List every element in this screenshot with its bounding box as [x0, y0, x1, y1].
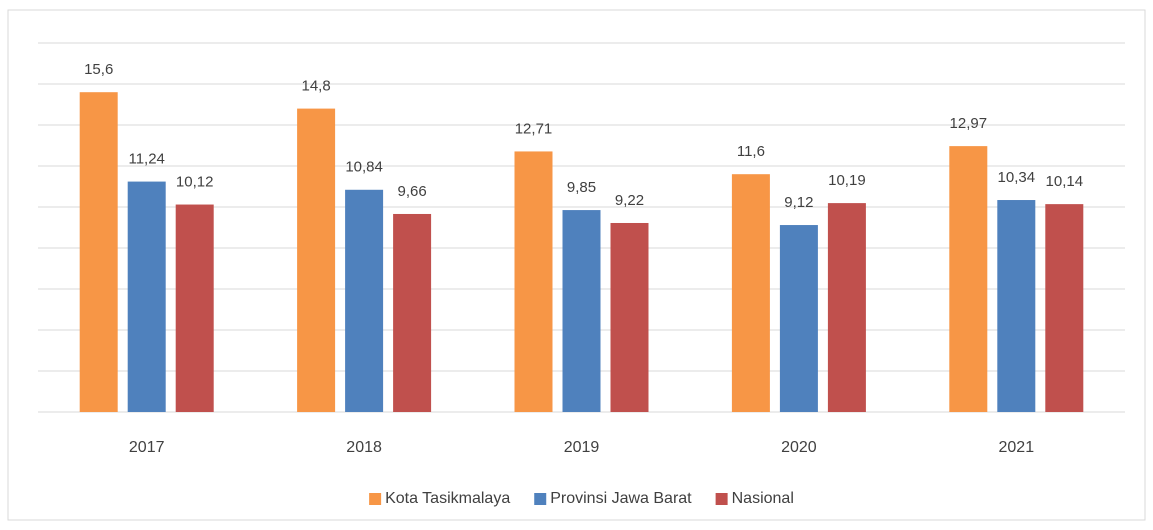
data-label: 10,34: [998, 169, 1036, 186]
bar: [610, 222, 649, 412]
bar: [79, 92, 118, 412]
bar: [1045, 204, 1084, 412]
bar: [127, 181, 166, 412]
bar: [175, 204, 214, 412]
bar: [779, 225, 818, 412]
data-label: 10,84: [345, 159, 383, 176]
bar: [997, 200, 1036, 412]
legend-swatch: [715, 493, 728, 505]
data-label: 11,6: [737, 143, 765, 160]
data-label: 11,24: [128, 151, 164, 168]
data-label: 10,14: [1046, 173, 1084, 190]
bar: [393, 213, 432, 412]
bar: [731, 174, 770, 412]
data-label: 9,85: [567, 179, 596, 196]
x-tick-label: 2018: [346, 439, 382, 456]
data-label: 15,6: [84, 61, 113, 78]
data-label: 12,97: [950, 115, 988, 132]
data-label: 9,66: [397, 183, 426, 200]
x-tick-label: 2020: [781, 439, 817, 456]
data-label: 9,12: [784, 194, 813, 211]
data-label: 10,12: [176, 174, 214, 191]
bar: [345, 189, 384, 412]
x-tick-label: 2017: [129, 439, 165, 456]
bar: [949, 146, 988, 413]
x-tick-label: 2019: [564, 439, 600, 456]
bar: [297, 108, 336, 412]
bar: [562, 210, 601, 412]
data-label: 12,71: [515, 120, 553, 137]
legend-label: Kota Tasikmalaya: [385, 490, 510, 507]
bar: [514, 151, 553, 412]
data-label: 14,8: [301, 78, 330, 95]
legend-swatch: [369, 493, 382, 505]
bar: [827, 203, 866, 412]
x-tick-label: 2021: [999, 439, 1035, 456]
data-label: 10,19: [828, 172, 866, 189]
legend-swatch: [534, 493, 547, 505]
legend-label: Provinsi Jawa Barat: [550, 490, 692, 507]
legend-label: Nasional: [732, 490, 794, 507]
data-label: 9,22: [615, 192, 644, 209]
